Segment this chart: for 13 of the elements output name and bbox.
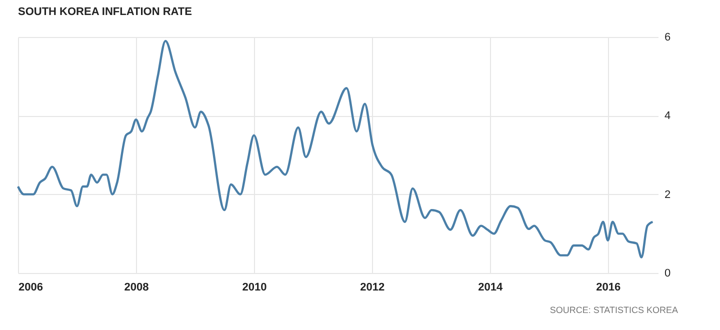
x-tick-label: 2006 (18, 282, 43, 294)
x-tick-label: 2012 (360, 282, 385, 294)
x-tick-label: 2010 (242, 282, 267, 294)
line-series (16, 40, 654, 258)
x-tick-label: 2014 (478, 282, 504, 294)
chart-title: SOUTH KOREA INFLATION RATE (18, 6, 192, 18)
source-note: SOURCE: STATISTICS KOREA (550, 305, 678, 315)
y-tick-label: 4 (664, 110, 671, 122)
x-tick-label: 2008 (124, 282, 149, 294)
y-tick-label: 0 (664, 268, 671, 280)
x-tick-label: 2016 (596, 282, 621, 294)
y-tick-label: 2 (664, 188, 671, 201)
y-tick-label: 6 (664, 32, 671, 44)
